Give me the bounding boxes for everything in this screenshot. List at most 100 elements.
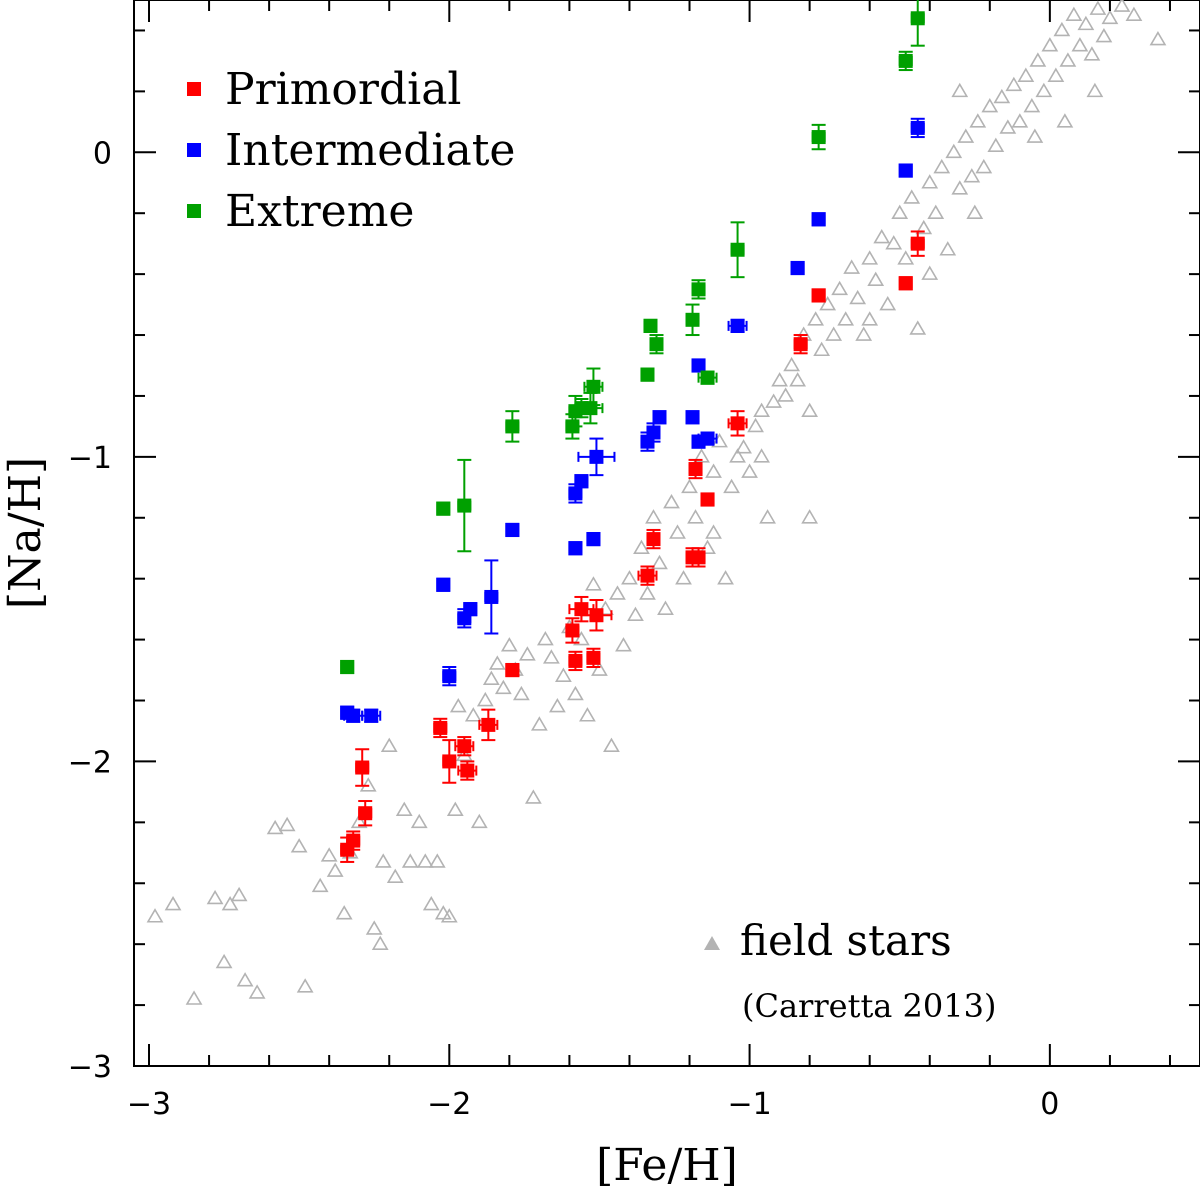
field-star-point [365,920,383,935]
intermediate-marker [730,318,745,333]
legend-label-intermediate: Intermediate [225,125,515,176]
primordial-point [586,647,601,669]
extreme-marker [685,312,700,327]
field-star-point [494,679,512,695]
field-star-point [1026,128,1044,143]
intermediate-point [343,708,364,723]
intermediate-marker [442,669,457,684]
y-tick-label: 0 [93,136,112,171]
field-star-point [885,235,903,250]
intermediate-point [586,532,601,547]
intermediate-point [811,212,826,227]
field-star-point [215,953,233,969]
primordial-point [691,547,706,568]
field-star-point [609,585,626,600]
field-star-point [536,631,554,646]
field-star-point [1023,98,1041,113]
extreme-marker [910,11,925,26]
field-star-point [206,889,224,905]
primordial-marker [688,462,703,477]
primordial-point [811,288,826,303]
field-star-point [837,311,855,326]
field-star-point [999,119,1017,134]
field-star-point [753,402,770,417]
extreme-marker [583,401,598,416]
intermediate-point [574,474,589,489]
primordial-marker [481,717,496,732]
primordial-marker [355,760,370,775]
x-tick-label: −2 [427,1087,471,1122]
extreme-point [583,367,604,407]
extreme-point [685,303,700,337]
intermediate-marker [691,358,706,373]
extreme-point [340,659,355,675]
field-star-point [146,908,164,923]
primordial-marker [730,416,745,431]
primordial-marker [574,602,589,617]
field-star-point [1056,113,1074,128]
primordial-point [580,599,613,632]
field-star-point [867,271,885,287]
field-legend-label: field stars [740,916,952,965]
field-star-point [470,813,488,829]
field-star-point [335,905,353,920]
primordial-point [505,662,520,678]
field-star-point [813,341,831,357]
primordial-point [346,830,361,851]
field-star-point [693,448,710,463]
field-star-point [993,88,1011,104]
intermediate-point [898,163,913,178]
intermediate-marker [505,522,520,537]
x-tick-label: 0 [1040,1087,1059,1122]
extreme-marker [640,367,655,382]
field-star-point [524,789,542,804]
primordial-marker [640,568,655,583]
intermediate-point [646,422,661,443]
primordial-marker [358,806,373,821]
primordial-point [700,492,715,507]
field-star-point [879,295,897,311]
field-star-point [681,478,698,494]
field-star-point [248,984,266,999]
intermediate-point [436,577,451,592]
field-star-point [278,816,296,832]
field-star-point [585,576,602,591]
field-star-point [765,393,782,408]
extreme-marker [811,130,826,145]
extreme-point [436,501,451,516]
field-star-point [221,895,239,911]
field-star-point [861,250,879,265]
field-star-point [789,372,807,387]
field-star-point [395,801,413,816]
field-star-point [311,877,329,893]
intermediate-marker [574,474,589,489]
extreme-point [505,410,520,443]
field-star-point [597,600,614,615]
field-star-point [1035,82,1053,98]
field-star-point [675,570,692,585]
field-star-point [915,219,933,235]
y-tick-label: −3 [68,1050,112,1085]
field-star-point [549,698,566,713]
extreme-point [640,367,655,382]
primordial-marker [457,739,472,754]
primordial-marker [898,276,913,291]
primordial-point [358,800,373,827]
field-star-point [933,158,951,174]
field-star-point [573,631,590,646]
legend-marker-intermediate [187,143,201,157]
primordial-point [565,617,580,644]
intermediate-point [568,483,583,504]
primordial-point [454,736,475,757]
x-tick-label: −3 [127,1087,171,1122]
sample-series-layer [340,0,925,863]
extreme-marker [691,282,706,297]
field-star-point [380,737,398,752]
primordial-point [637,565,658,586]
field-star-point [966,204,984,219]
field-star-point [1071,37,1089,52]
field-star-point [1083,46,1101,61]
intermediate-point [727,318,748,333]
extreme-marker [898,53,913,68]
